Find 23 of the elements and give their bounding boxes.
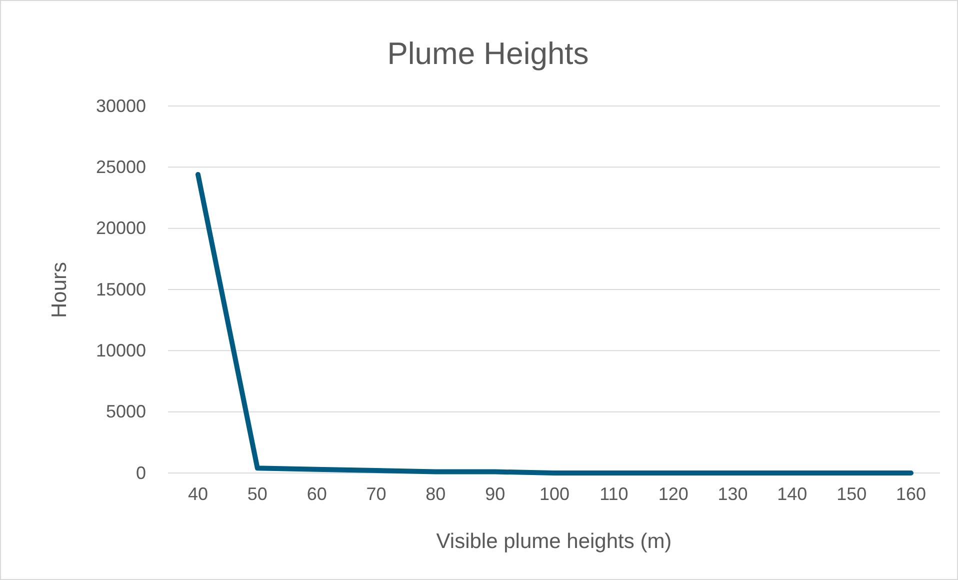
y-axis-title: Hours xyxy=(48,262,71,318)
x-tick-label: 140 xyxy=(777,484,808,504)
x-tick-label: 50 xyxy=(247,484,268,504)
chart-title: Plume Heights xyxy=(387,36,589,71)
y-tick-label: 5000 xyxy=(106,402,146,422)
y-tick-label: 15000 xyxy=(96,279,146,300)
x-tick-label: 120 xyxy=(658,484,688,504)
x-tick-label: 160 xyxy=(896,484,926,504)
x-tick-label: 40 xyxy=(188,484,208,504)
y-tick-label: 25000 xyxy=(96,156,146,177)
x-tick-label: 100 xyxy=(539,484,570,504)
x-axis-title: Visible plume heights (m) xyxy=(436,530,672,553)
x-tick-label: 130 xyxy=(718,484,748,504)
y-tick-label: 10000 xyxy=(96,340,146,360)
x-tick-label: 70 xyxy=(366,484,386,504)
x-tick-label: 90 xyxy=(485,484,506,504)
x-tick-label: 110 xyxy=(600,484,628,504)
x-tick-label: 60 xyxy=(306,484,327,504)
x-tick-label: 80 xyxy=(426,484,446,504)
y-tick-label: 20000 xyxy=(96,218,146,238)
x-tick-label: 150 xyxy=(836,484,867,504)
y-tick-label: 0 xyxy=(136,462,146,483)
y-tick-label: 30000 xyxy=(96,96,146,116)
